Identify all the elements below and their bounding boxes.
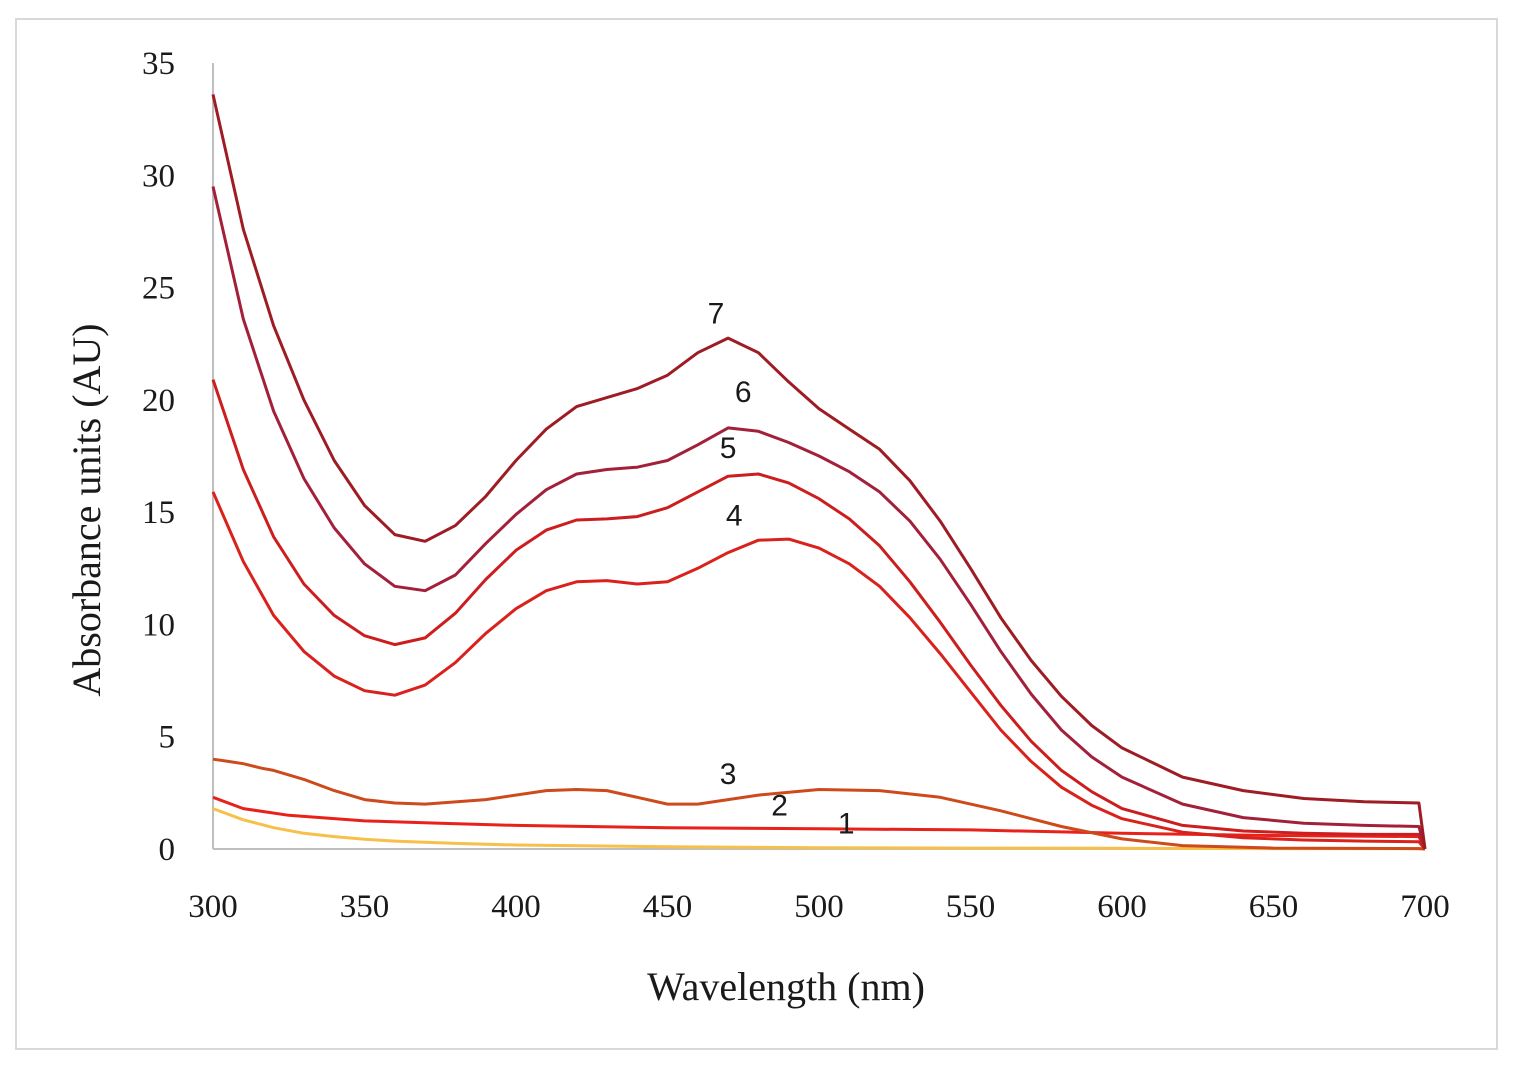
y-tick-label: 10 [142,607,175,643]
x-tick-label: 500 [794,889,844,925]
y-tick-label: 30 [142,158,175,194]
curve-label-7: 7 [708,298,725,331]
series-line-5 [211,379,1427,850]
curve-label-1: 1 [838,807,855,840]
y-tick-label: 0 [159,832,176,868]
y-axis-title: Absorbance units (AU) [64,323,109,696]
x-axis-title: Wavelength (nm) [647,964,925,1009]
y-tick-label: 15 [142,495,175,531]
y-tick-label: 5 [159,720,176,756]
curve-labels: 1 2 3 4 5 6 7 [708,298,855,841]
series-line-3 [212,757,1426,851]
x-tick-label: 350 [340,889,390,925]
x-tick-labels: 300 350 400 450 500 550 600 650 700 [188,889,1450,925]
series-line-7 [211,94,1427,850]
y-tick-labels: 0 5 10 15 20 25 30 35 [142,46,175,868]
curve-label-2: 2 [771,789,788,822]
series-lines [211,94,1427,851]
x-tick-label: 450 [643,889,693,925]
y-tick-label: 35 [142,46,175,82]
series-line-1 [212,807,1426,851]
series-line-6 [211,186,1427,850]
series-line-4 [211,491,1427,850]
x-tick-label: 300 [188,889,238,925]
curve-label-5: 5 [720,432,737,465]
x-tick-label: 400 [491,889,541,925]
chart-frame [15,18,1498,1050]
x-tick-label: 600 [1097,889,1147,925]
y-tick-label: 25 [142,271,175,307]
x-tick-label: 550 [946,889,996,925]
curve-label-4: 4 [726,500,743,533]
series-line-2 [212,795,1427,850]
x-tick-label: 650 [1249,889,1299,925]
curve-label-3: 3 [720,758,737,791]
curve-label-6: 6 [735,376,752,409]
y-tick-label: 20 [142,383,175,419]
x-tick-label: 700 [1400,889,1450,925]
